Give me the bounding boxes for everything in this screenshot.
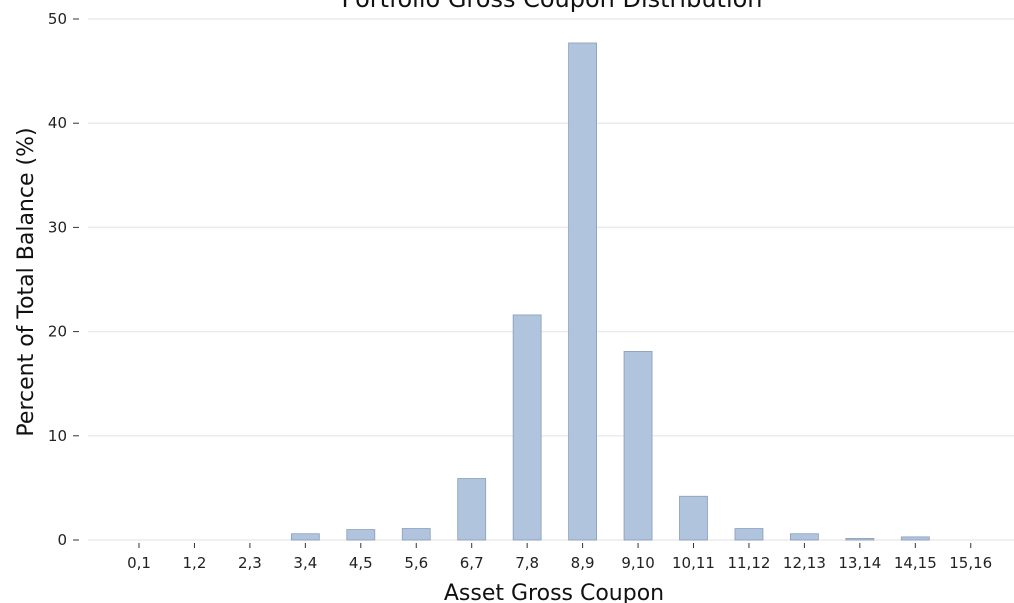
y-tick-label: 10: [48, 427, 67, 445]
y-tick-label: 20: [48, 323, 67, 341]
x-tick-label: 14,15: [894, 554, 937, 572]
bar: [679, 495, 708, 541]
x-tick-label: 8,9: [571, 554, 595, 572]
bar: [401, 528, 431, 541]
bars: [290, 42, 930, 541]
y-tick-label: 50: [48, 10, 67, 28]
bar: [290, 533, 320, 541]
x-axis-title: Asset Gross Coupon: [444, 581, 664, 603]
x-tick-label: 3,4: [293, 554, 317, 572]
x-tick-label: 10,11: [672, 554, 715, 572]
y-tick-label: 40: [48, 114, 67, 132]
bar: [346, 529, 376, 541]
bar: [512, 314, 542, 541]
chart-title: Portfolio Gross Coupon Distribution: [341, 0, 762, 13]
y-axis-ticks: 0 10 20 30 40 50: [48, 10, 79, 549]
x-tick-label: 4,5: [349, 554, 373, 572]
x-tick-label: 5,6: [404, 554, 428, 572]
bar: [734, 528, 764, 541]
gridlines: [88, 18, 1014, 541]
x-tick-label: 13,14: [838, 554, 881, 572]
x-axis-ticks: 0,1 1,2 2,3 3,4 4,5 5,6 6,7 7,8 8,9 9,10 10,11 11,1…: [127, 543, 992, 572]
y-tick-label: 0: [57, 531, 67, 549]
bar: [845, 538, 875, 541]
y-axis-title: Percent of Total Balance (%): [14, 127, 39, 436]
x-tick-label: 15,16: [949, 554, 992, 572]
bar: [900, 536, 930, 541]
x-tick-label: 11,12: [727, 554, 770, 572]
bar: [457, 478, 487, 541]
x-tick-label: 9,10: [621, 554, 654, 572]
x-tick-label: 12,13: [783, 554, 826, 572]
y-tick-label: 30: [48, 218, 67, 236]
x-tick-label: 0,1: [127, 554, 151, 572]
x-tick-label: 6,7: [460, 554, 484, 572]
x-tick-label: 2,3: [238, 554, 262, 572]
bar: [790, 533, 819, 541]
bar: [623, 350, 653, 541]
x-tick-label: 1,2: [183, 554, 207, 572]
x-tick-label: 7,8: [515, 554, 539, 572]
bar: [568, 42, 597, 541]
